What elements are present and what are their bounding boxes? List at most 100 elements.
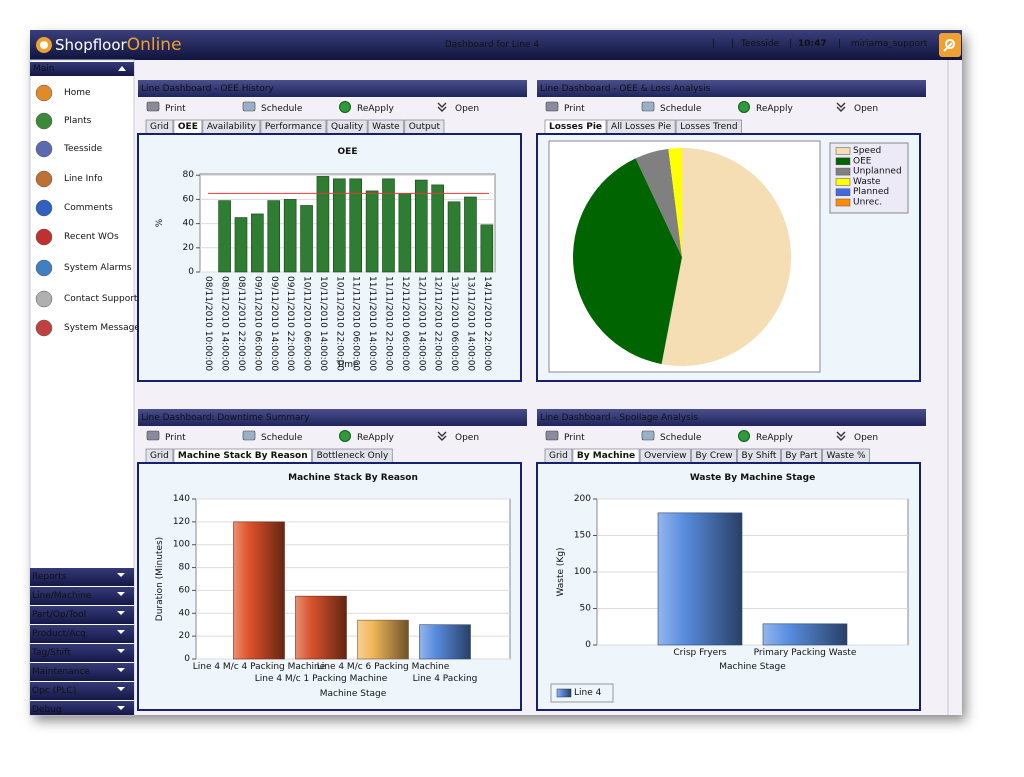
legend-swatch	[835, 188, 851, 196]
legend-swatch	[835, 167, 851, 176]
bar	[283, 199, 297, 273]
toolbar-button[interactable]: ReApply	[357, 104, 394, 114]
nav-icon	[35, 140, 53, 158]
toolbar-icon	[641, 430, 655, 441]
nav-item[interactable]: System Alarms	[64, 263, 132, 273]
x-tick-label: 10/11/2010 22:00:00	[334, 276, 344, 371]
panel: Line Dashboard - OEE & Loss Analysis Prin…	[536, 80, 926, 382]
legend-swatch	[835, 178, 851, 186]
nav-item[interactable]: Recent WOs	[64, 232, 119, 242]
nav-section-bar[interactable]	[30, 587, 134, 605]
y-tick-label: 20	[183, 243, 195, 253]
bar	[300, 205, 313, 273]
toolbar-icon	[738, 430, 750, 442]
toolbar-button[interactable]: Open	[854, 104, 878, 114]
nav-section: Maintenance	[32, 667, 90, 677]
panel-title-bar	[537, 409, 926, 426]
logo-icon-center	[40, 41, 48, 49]
chart-title: Machine Stack By Reason	[288, 473, 418, 483]
panel-title: Line Dashboard: Downtime Summary	[141, 413, 310, 423]
panel-title-bar	[138, 409, 527, 426]
x-tick-label: 12/11/2010 14:00:00	[416, 276, 426, 371]
collapse-arrow	[118, 66, 126, 71]
header-status: |	[712, 39, 715, 49]
nav-section-bar[interactable]	[30, 625, 134, 643]
x-tick-label: Line 4 M/c 4 Packing Machine	[193, 662, 326, 672]
nav-section: Reports	[32, 572, 67, 582]
toolbar-button[interactable]: Print	[165, 433, 186, 443]
toolbar-button[interactable]: Schedule	[660, 433, 702, 443]
tab-label: Grid	[549, 451, 568, 461]
nav-section-bar[interactable]	[30, 606, 134, 624]
nav-section-bar[interactable]	[30, 644, 134, 662]
toolbar-button[interactable]: Schedule	[660, 104, 702, 114]
sidebar-main-bar[interactable]	[30, 62, 134, 76]
nav-section-bar[interactable]	[30, 701, 134, 715]
y-axis-label: Waste (Kg)	[556, 547, 566, 596]
toolbar-icon	[738, 101, 750, 113]
nav-section-bar[interactable]	[30, 568, 134, 586]
tab-label: Availability	[207, 122, 257, 132]
nav-section-bar[interactable]	[30, 663, 134, 681]
toolbar-button[interactable]: Print	[564, 433, 585, 443]
legend-swatch	[835, 147, 851, 155]
bar	[365, 190, 379, 273]
y-tick-label: 120	[173, 517, 190, 527]
legend-label: OEE	[853, 156, 872, 166]
nav-item[interactable]: Home	[64, 88, 91, 98]
y-tick-label: 50	[580, 604, 592, 614]
nav-item[interactable]: Teesside	[63, 144, 103, 154]
x-tick-label: 13/11/2010 14:00:00	[465, 276, 475, 371]
x-axis-label: Time	[335, 360, 358, 370]
legend-label: Speed	[853, 146, 881, 156]
toolbar-button[interactable]: Open	[854, 433, 878, 443]
pie-slice	[668, 148, 682, 257]
nav-item[interactable]: Line Info	[64, 174, 103, 184]
header-status: miriama_support	[851, 39, 928, 49]
header-title: Dashboard for Line 4	[445, 40, 540, 50]
toolbar-button[interactable]: Open	[455, 104, 479, 114]
toolbar-button[interactable]: ReApply	[756, 104, 793, 114]
bar	[233, 521, 285, 660]
tab-label: Grid	[150, 451, 169, 461]
y-axis-label: %	[155, 218, 165, 227]
legend-swatch	[835, 198, 851, 207]
nav-section-bar[interactable]	[30, 682, 134, 700]
panel: Line Dashboard: Downtime Summary Print Sch…	[137, 409, 527, 711]
tab-label: Waste	[372, 122, 400, 132]
toolbar-button[interactable]: Open	[455, 433, 479, 443]
toolbar-icon	[437, 431, 447, 441]
chart: OEE 0 20 40 60 80 08/11/2010 10:00:00 08/11/201…	[155, 147, 496, 371]
tab-label: By Part	[785, 451, 818, 461]
toolbar-button[interactable]: Print	[564, 104, 585, 114]
panel: Line Dashboard - OEE History Print Schedul…	[137, 80, 527, 382]
toolbar-button[interactable]: Schedule	[261, 104, 303, 114]
toolbar-button[interactable]: ReApply	[357, 433, 394, 443]
toolbar-icon	[242, 101, 256, 112]
toolbar-icon	[836, 431, 846, 441]
tab-label: Output	[409, 122, 441, 132]
nav-icon	[35, 84, 53, 102]
nav-item[interactable]: Plants	[64, 116, 92, 126]
nav-item[interactable]: System Message	[64, 323, 140, 333]
nav-section: Opc (PLC)	[32, 686, 76, 696]
panel-title-bar	[537, 80, 926, 97]
nav-item[interactable]: Contact Support	[64, 294, 138, 304]
logo-text: Shopfloor	[55, 36, 128, 54]
toolbar-button[interactable]: ReApply	[756, 433, 793, 443]
header-status: 10:47	[798, 39, 827, 49]
sidebar	[29, 59, 135, 716]
x-axis-label: Machine Stage	[719, 662, 786, 672]
toolbar-icon	[146, 430, 160, 441]
toolbar-button[interactable]: Schedule	[261, 433, 303, 443]
x-tick-label: 09/11/2010 22:00:00	[285, 276, 295, 371]
bar	[464, 196, 477, 273]
expand-arrow	[117, 611, 125, 615]
bar	[316, 176, 330, 273]
nav-item[interactable]: Comments	[64, 203, 113, 213]
tab-label: Losses Pie	[549, 122, 602, 132]
nav-icon	[35, 228, 53, 246]
toolbar-button[interactable]: Print	[165, 104, 186, 114]
